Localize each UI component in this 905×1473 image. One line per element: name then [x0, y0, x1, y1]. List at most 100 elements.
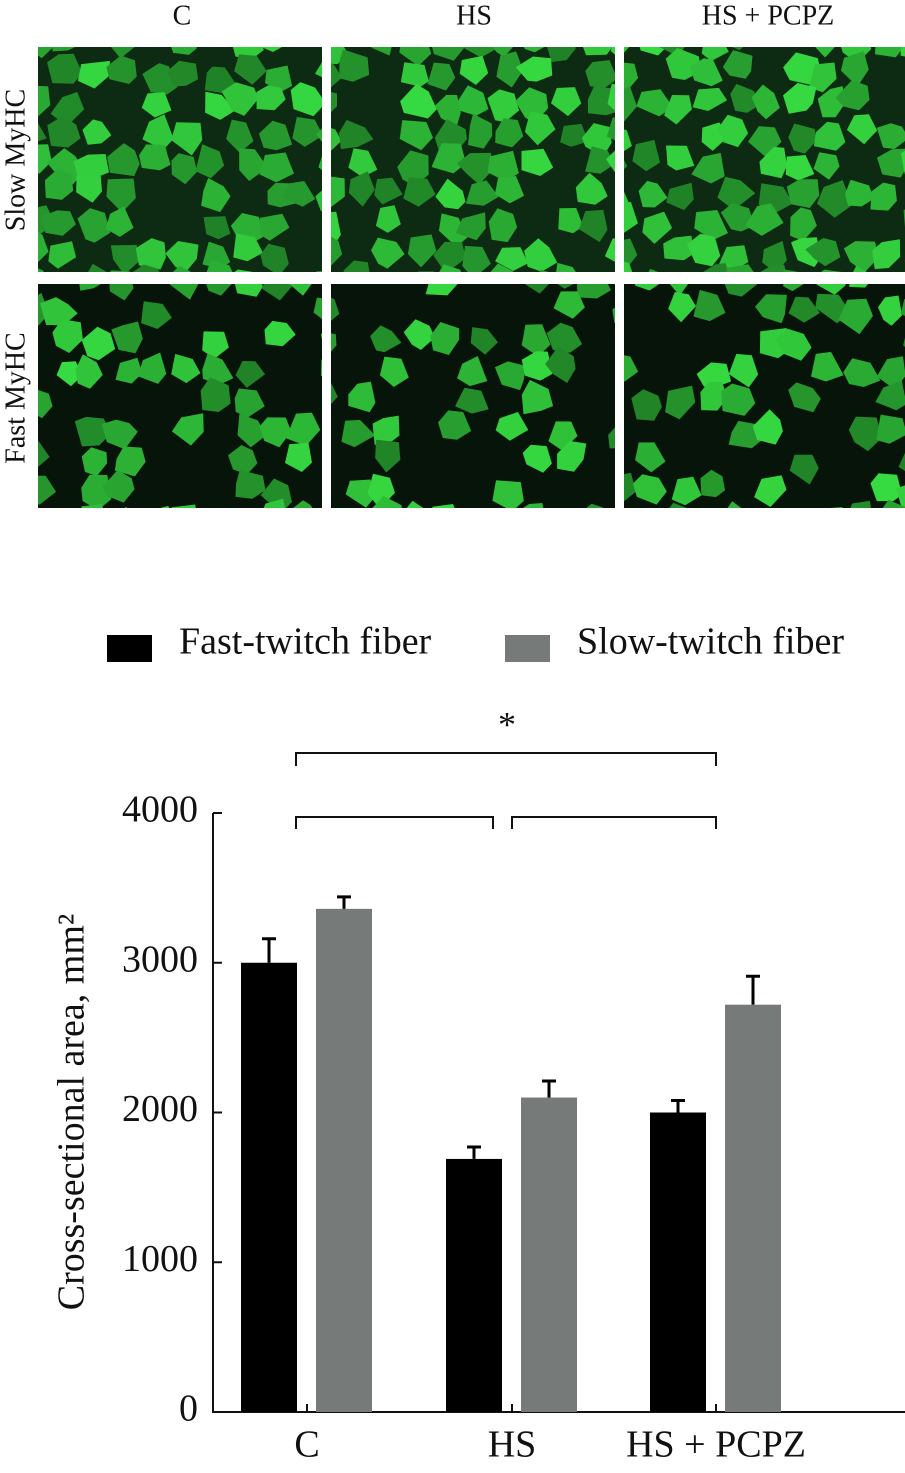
- fiber-cell: [331, 236, 343, 266]
- fiber-cell: [237, 413, 267, 448]
- fiber-cell: [431, 143, 466, 174]
- fiber-cell: [522, 444, 552, 473]
- fiber-cell: [692, 87, 728, 111]
- fiber-cell: [853, 265, 867, 272]
- fiber-cell: [547, 47, 576, 62]
- fiber-cell: [811, 351, 844, 382]
- fiber-cell: [202, 331, 229, 359]
- fiber-cell: [315, 190, 322, 212]
- fiber-cell: [166, 60, 199, 87]
- fiber-cell: [202, 241, 231, 269]
- fiber-cell: [495, 412, 529, 441]
- fiber-cell: [624, 129, 632, 151]
- fiber-cell: [38, 507, 39, 508]
- fiber-cell: [432, 504, 455, 508]
- fiber-cell: [690, 58, 723, 87]
- fiber-cell: [838, 298, 873, 335]
- fiber-cell: [435, 94, 461, 127]
- fiber-cell: [459, 55, 489, 85]
- fiber-cell: [515, 56, 553, 82]
- fiber-cell: [259, 417, 292, 448]
- fiber-cell: [523, 503, 544, 508]
- fiber-cell: [432, 47, 465, 61]
- fiber-cell: [875, 380, 905, 411]
- fiber-cell: [726, 264, 754, 272]
- fiber-cell: [101, 419, 138, 450]
- fiber-cell: [470, 327, 498, 355]
- fiber-cell: [41, 210, 76, 236]
- fiber-cell: [524, 284, 549, 294]
- fiber-cell: [900, 47, 905, 57]
- fiber-cell: [141, 301, 172, 329]
- fiber-cell: [805, 238, 841, 267]
- fiber-cell: [724, 284, 758, 297]
- fiber-cell: [399, 120, 433, 151]
- fiber-cell: [40, 297, 78, 326]
- fiber-cell: [717, 176, 756, 210]
- fiber-cell: [234, 269, 254, 272]
- micrograph: [38, 47, 322, 272]
- fiber-cell: [639, 47, 667, 56]
- column-label: HS + PCPZ: [702, 0, 835, 31]
- fiber-cell: [691, 152, 725, 184]
- fiber-cell: [203, 216, 231, 240]
- fiber-cell: [50, 92, 85, 127]
- fiber-cell: [82, 119, 112, 145]
- fiber-cell: [38, 389, 53, 419]
- fiber-cell: [139, 144, 171, 171]
- fiber-cell: [664, 95, 692, 125]
- error-bar: [746, 974, 760, 1005]
- fiber-cell: [545, 346, 576, 383]
- fiber-cell: [52, 319, 83, 353]
- fiber-cell: [900, 150, 905, 175]
- fiber-cell: [438, 213, 468, 247]
- fiber-cell: [341, 419, 376, 448]
- fiber-cell: [608, 427, 615, 449]
- fiber-cell: [403, 177, 436, 207]
- fiber-cell: [339, 119, 374, 150]
- fiber-cell: [693, 289, 726, 322]
- fiber-cell: [820, 269, 842, 272]
- fiber-cell: [495, 247, 529, 271]
- fiber-cell: [575, 172, 608, 205]
- fiber-cell: [433, 241, 466, 269]
- fiber-cell: [783, 284, 804, 292]
- micrographs: [38, 47, 905, 542]
- fiber-cell: [876, 123, 905, 149]
- fiber-cell: [632, 139, 661, 172]
- fiber-cell: [788, 382, 821, 413]
- fiber-cell: [870, 473, 903, 502]
- fiber-cell: [172, 265, 191, 272]
- fiber-cell: [788, 123, 817, 154]
- micrograph: [38, 284, 322, 508]
- fiber-cell: [260, 478, 292, 508]
- fiber-cell: [285, 442, 312, 472]
- fiber-cell: [331, 127, 342, 151]
- fiber-cell: [666, 182, 694, 211]
- fiber-cell: [465, 180, 499, 206]
- fiber-cell: [38, 441, 50, 468]
- fiber-cell: [496, 51, 524, 88]
- fiber-cell: [760, 264, 786, 272]
- fiber-cell: [38, 47, 54, 59]
- fiber-cell: [56, 361, 83, 387]
- fiber-cell: [612, 307, 615, 324]
- fiber-cell: [604, 238, 615, 262]
- fiber-cell: [697, 508, 721, 537]
- fiber-cell: [292, 117, 322, 147]
- fiber-cell: [585, 60, 615, 88]
- fiber-cell: [896, 485, 905, 508]
- fiber-cell: [687, 233, 721, 267]
- fiber-cell: [331, 62, 343, 88]
- fiber-cell: [261, 284, 293, 301]
- fiber-cell: [438, 410, 472, 440]
- fiber-cell: [206, 284, 232, 296]
- error-bar: [337, 895, 351, 909]
- fiber-cell: [462, 245, 491, 272]
- fiber-cell: [587, 86, 615, 116]
- fiber-cell: [234, 284, 263, 297]
- fiber-cell: [556, 262, 576, 272]
- fiber-cell: [550, 511, 584, 542]
- fiber-cell: [548, 421, 578, 451]
- fiber-cell: [546, 322, 583, 353]
